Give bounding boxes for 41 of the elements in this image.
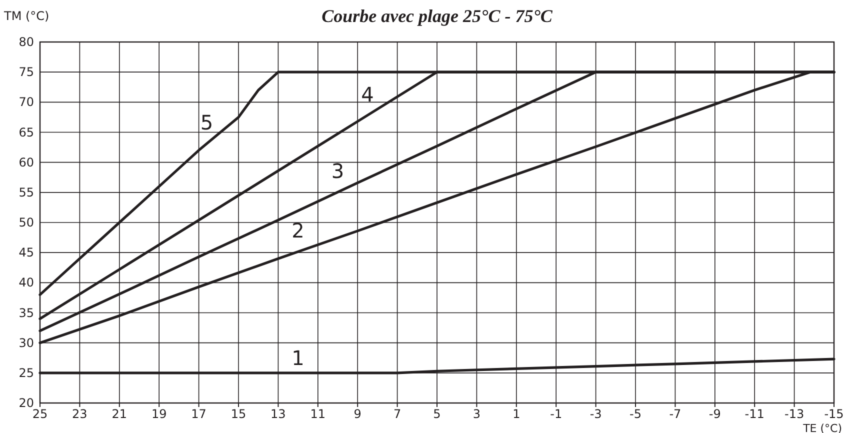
y-tick-label: 30 [18, 336, 34, 350]
series-label: 3 [331, 159, 344, 184]
y-tick-label: 55 [18, 185, 34, 200]
x-tick-label: 17 [191, 407, 206, 421]
y-tick-label: 25 [18, 366, 34, 380]
x-tick-label: -15 [824, 407, 844, 421]
y-tick-label: 65 [18, 125, 34, 140]
x-tick-label: -7 [669, 407, 682, 421]
x-tick-label: -9 [708, 407, 721, 421]
x-tick-label: 25 [32, 407, 48, 421]
x-tick-label: -11 [744, 407, 764, 421]
x-tick-label: 21 [112, 407, 128, 421]
x-tick-label: 9 [354, 407, 362, 421]
y-tick-label: 40 [18, 276, 34, 290]
y-tick-label: 35 [18, 306, 34, 320]
x-tick-label: -5 [630, 407, 642, 421]
y-tick-label: 70 [18, 95, 34, 110]
x-tick-label: 5 [433, 407, 441, 421]
x-tick-label: -3 [590, 407, 602, 421]
x-tick-label: 1 [512, 407, 520, 421]
series-label: 4 [361, 82, 374, 106]
x-tick-label: 23 [72, 407, 88, 421]
x-tick-label: 13 [270, 407, 286, 421]
x-tick-label: 3 [472, 407, 481, 421]
series-label: 1 [292, 346, 304, 370]
y-tick-label: 20 [18, 396, 34, 410]
x-tick-label: -13 [784, 407, 804, 421]
y-axis-title: TM (°C) [3, 9, 50, 23]
chart-title: Courbe avec plage 25°C - 75°C [322, 6, 554, 26]
x-tick-label: 15 [230, 407, 246, 421]
y-tick-label: 80 [18, 35, 34, 49]
series-label: 2 [292, 218, 304, 243]
series-label: 5 [200, 110, 214, 135]
x-tick-label: 11 [310, 407, 326, 421]
x-tick-label: 7 [393, 407, 402, 421]
y-tick-label: 45 [18, 246, 34, 260]
x-tick-label: -1 [550, 407, 562, 421]
y-tick-label: 60 [18, 155, 34, 170]
y-tick-label: 50 [18, 216, 34, 230]
x-tick-label: 19 [151, 407, 167, 421]
y-tick-label: 75 [18, 65, 34, 80]
